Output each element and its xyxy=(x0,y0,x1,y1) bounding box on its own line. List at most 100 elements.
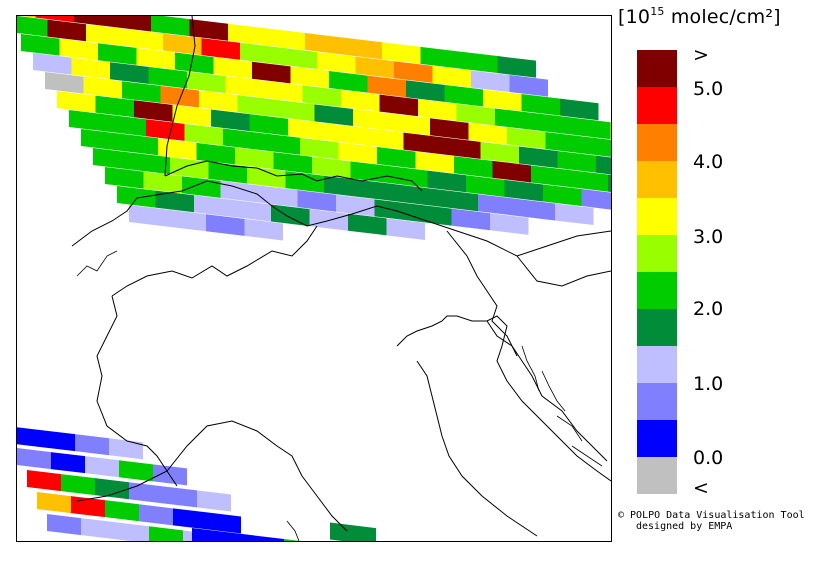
swath-pixel[interactable] xyxy=(74,16,113,27)
swath-pixel[interactable] xyxy=(365,127,404,150)
swath-pixel[interactable] xyxy=(330,522,376,541)
swath-pixel[interactable] xyxy=(139,504,173,526)
swath-pixel[interactable] xyxy=(194,195,233,217)
swath-pixel[interactable] xyxy=(17,16,48,37)
swath-pixel[interactable] xyxy=(85,456,119,478)
swath-pixel[interactable] xyxy=(543,184,582,207)
swath-pixel[interactable] xyxy=(167,209,207,232)
swath-pixel[interactable] xyxy=(57,91,96,113)
swath-pixel[interactable] xyxy=(382,42,421,64)
swath-pixel[interactable] xyxy=(235,147,274,170)
swath-pixel[interactable] xyxy=(240,42,279,65)
swath-pixel[interactable] xyxy=(439,189,479,212)
swath-pixel[interactable] xyxy=(264,80,303,103)
swath-pixel[interactable] xyxy=(343,37,383,60)
swath-pixel[interactable] xyxy=(17,448,51,470)
swath-pixel[interactable] xyxy=(403,132,443,155)
swath-pixel[interactable] xyxy=(149,526,183,541)
swath-pixel[interactable] xyxy=(119,460,153,482)
swath-pixel[interactable] xyxy=(276,99,315,122)
swath-pixel[interactable] xyxy=(37,492,71,514)
swath-pixel[interactable] xyxy=(45,72,84,94)
swath-pixel[interactable] xyxy=(244,218,284,241)
swath-pixel[interactable] xyxy=(326,123,366,145)
swath-pixel[interactable] xyxy=(187,71,226,94)
swath-pixel[interactable] xyxy=(266,28,306,50)
swath-pixel[interactable] xyxy=(480,141,520,164)
swath-pixel[interactable] xyxy=(288,118,327,141)
swath-pixel[interactable] xyxy=(151,16,190,37)
swath-pixel[interactable] xyxy=(59,38,99,61)
swath-pixel[interactable] xyxy=(386,218,426,240)
swath-pixel[interactable] xyxy=(341,89,380,112)
swath-pixel[interactable] xyxy=(569,170,609,192)
swath-pixel[interactable] xyxy=(355,56,395,79)
swath-pixel[interactable] xyxy=(379,94,419,117)
swath-pixel[interactable] xyxy=(81,129,120,151)
swath-pixel[interactable] xyxy=(377,146,416,169)
swath-pixel[interactable] xyxy=(507,127,546,150)
swath-pixel[interactable] xyxy=(305,32,344,55)
swath-pixel[interactable] xyxy=(302,85,342,107)
swath-pixel[interactable] xyxy=(163,486,197,508)
swath-pixel[interactable] xyxy=(427,170,467,193)
swath-pixel[interactable] xyxy=(504,179,544,202)
swath-pixel[interactable] xyxy=(420,46,460,69)
swath-pixel[interactable] xyxy=(83,76,123,99)
swath-pixel[interactable] xyxy=(610,122,612,144)
swath-pixel[interactable] xyxy=(237,95,277,117)
map-canvas[interactable] xyxy=(17,16,611,541)
swath-pixel[interactable] xyxy=(249,114,289,136)
swath-pixel[interactable] xyxy=(495,108,534,131)
swath-pixel[interactable] xyxy=(98,43,137,65)
swath-pixel[interactable] xyxy=(297,190,337,212)
swath-pixel[interactable] xyxy=(545,132,585,154)
swath-pixel[interactable] xyxy=(314,104,354,126)
swath-pixel[interactable] xyxy=(33,53,72,75)
swath-pixel[interactable] xyxy=(555,203,594,226)
swath-pixel[interactable] xyxy=(71,496,105,518)
swath-pixel[interactable] xyxy=(173,508,207,530)
swath-pixel[interactable] xyxy=(557,151,597,173)
swath-pixel[interactable] xyxy=(273,152,313,174)
swath-pixel[interactable] xyxy=(129,205,168,227)
swath-pixel[interactable] xyxy=(394,61,433,83)
swath-pixel[interactable] xyxy=(285,171,325,193)
swath-pixel[interactable] xyxy=(136,47,176,70)
swath-pixel[interactable] xyxy=(95,478,129,500)
swath-pixel[interactable] xyxy=(432,65,472,88)
swath-pixel[interactable] xyxy=(124,28,164,51)
swath-pixel[interactable] xyxy=(71,57,111,80)
swath-pixel[interactable] xyxy=(483,89,522,112)
swath-pixel[interactable] xyxy=(478,194,517,216)
swath-pixel[interactable] xyxy=(348,213,387,236)
swath-pixel[interactable] xyxy=(261,133,301,155)
swath-pixel[interactable] xyxy=(309,209,349,231)
swath-pixel[interactable] xyxy=(86,24,125,46)
swath-pixel[interactable] xyxy=(160,85,200,108)
swath-pixel[interactable] xyxy=(112,16,152,32)
swath-pixel[interactable] xyxy=(471,70,510,93)
swath-pixel[interactable] xyxy=(317,51,356,74)
swath-pixel[interactable] xyxy=(418,99,457,121)
swath-pixel[interactable] xyxy=(109,438,143,460)
swath-pixel[interactable] xyxy=(207,512,241,534)
swath-pixel[interactable] xyxy=(208,161,248,184)
swath-pixel[interactable] xyxy=(146,119,185,141)
swath-pixel[interactable] xyxy=(163,33,202,56)
swath-pixel[interactable] xyxy=(155,190,195,213)
swath-pixel[interactable] xyxy=(468,122,508,145)
swath-pixel[interactable] xyxy=(197,490,231,512)
swath-pixel[interactable] xyxy=(430,118,469,140)
swath-pixel[interactable] xyxy=(69,110,108,132)
swath-pixel[interactable] xyxy=(21,34,60,56)
swath-pixel[interactable] xyxy=(284,539,330,541)
swath-pixel[interactable] xyxy=(61,474,95,496)
swath-pixel[interactable] xyxy=(27,470,61,492)
swath-pixel[interactable] xyxy=(336,194,375,217)
swath-pixel[interactable] xyxy=(367,75,407,98)
swath-pixel[interactable] xyxy=(454,156,493,178)
swath-pixel[interactable] xyxy=(134,100,173,122)
swath-pixel[interactable] xyxy=(509,75,549,97)
swath-pixel[interactable] xyxy=(459,51,498,74)
